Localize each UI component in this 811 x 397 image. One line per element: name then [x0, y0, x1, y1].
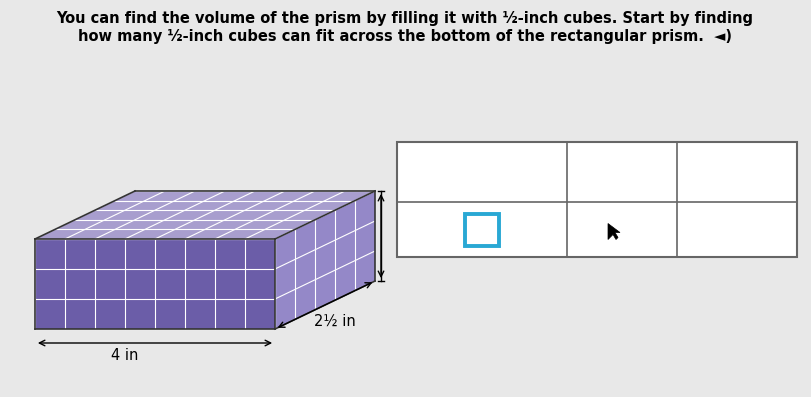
Polygon shape [465, 214, 499, 245]
Text: Number
of layers: Number of layers [592, 156, 652, 188]
Text: ½-inch cubes
across bottom layer: ½-inch cubes across bottom layer [413, 156, 551, 188]
Polygon shape [35, 191, 375, 239]
Polygon shape [608, 224, 620, 239]
Text: You can find the volume of the prism by filling it with ½-inch cubes. Start by f: You can find the volume of the prism by … [57, 12, 753, 27]
Text: 4 in: 4 in [111, 349, 139, 364]
Text: how many ½-inch cubes can fit across the bottom of the rectangular prism.  ◄): how many ½-inch cubes can fit across the… [78, 29, 732, 44]
Text: 1½ in: 1½ in [406, 229, 448, 243]
Text: 2½ in: 2½ in [314, 314, 356, 328]
Text: ?: ? [732, 220, 741, 239]
Polygon shape [397, 142, 797, 257]
Polygon shape [35, 239, 275, 329]
Text: ?: ? [624, 222, 633, 241]
Polygon shape [275, 191, 375, 329]
Text: Total number of
½-inch cubes: Total number of ½-inch cubes [683, 156, 792, 188]
